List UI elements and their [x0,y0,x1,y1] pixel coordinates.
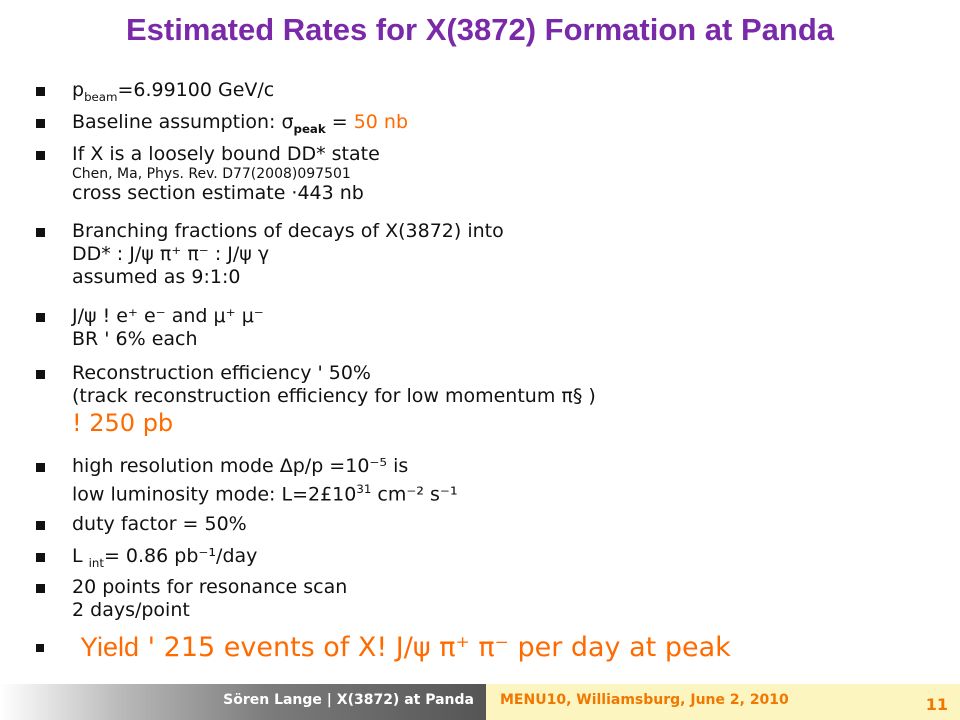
bullet-marker [36,644,44,652]
bullet-text: 20 points for resonance scan [72,576,348,598]
yield-text: Yield ' 215 events of X! J/ψ π⁺ π⁻ per d… [80,632,731,663]
bullet-text: L int= 0.86 pb⁻¹/day [72,545,258,570]
bullet-marker [36,370,45,379]
reference-text: Chen, Ma, Phys. Rev. D77(2008)097501 [72,166,351,182]
bullet-text: BR ' 6% each [72,328,198,350]
bullet-text: Baseline assumption: σpeak = 50 nb [72,111,409,136]
bullet-marker [36,553,45,562]
bullet-text: (track reconstruction efficiency for low… [72,385,596,407]
bullet-marker [36,228,45,237]
bullet-marker [36,151,45,160]
bullet-text: Reconstruction efficiency ' 50% [72,362,371,384]
bullet-marker [36,87,45,96]
bullet-marker [36,313,45,322]
bullet-text: cross section estimate ·443 nb [72,182,364,204]
footer-conference-text: MENU10, Williamsburg, June 2, 2010 [500,692,789,708]
page-number: 11 [925,695,948,714]
bullet-text: high resolution mode Δp/p =10⁻⁵ is [72,455,409,477]
footer-conference-bar: MENU10, Williamsburg, June 2, 2010 11 [486,684,960,720]
bullet-text: DD* : J/ψ π⁺ π⁻ : J/ψ γ [72,243,270,265]
footer-author-bar: Sören Lange | X(3872) at Panda [0,684,486,720]
bullet-text: pbeam=6.99100 GeV/c [72,79,275,104]
bullet-text: duty factor = 50% [72,513,247,535]
bullet-text: Branching fractions of decays of X(3872)… [72,220,504,242]
bullet-marker [36,119,45,128]
bullet-marker [36,463,45,472]
footer-author-text: Sören Lange | X(3872) at Panda [223,692,474,708]
result-text: ! 250 pb [72,409,174,437]
bullet-marker [36,584,45,593]
slide-title: Estimated Rates for X(3872) Formation at… [125,12,835,47]
bullet-text: If X is a loosely bound DD* state [72,143,380,165]
bullet-text: low luminosity mode: L=2£1031 cm⁻² s⁻¹ [72,482,458,506]
bullet-text: J/ψ ! e⁺ e⁻ and μ⁺ μ⁻ [72,305,264,327]
bullet-text: assumed as 9:1:0 [72,266,241,288]
bullet-marker [36,521,45,530]
bullet-text: 2 days/point [72,599,190,621]
